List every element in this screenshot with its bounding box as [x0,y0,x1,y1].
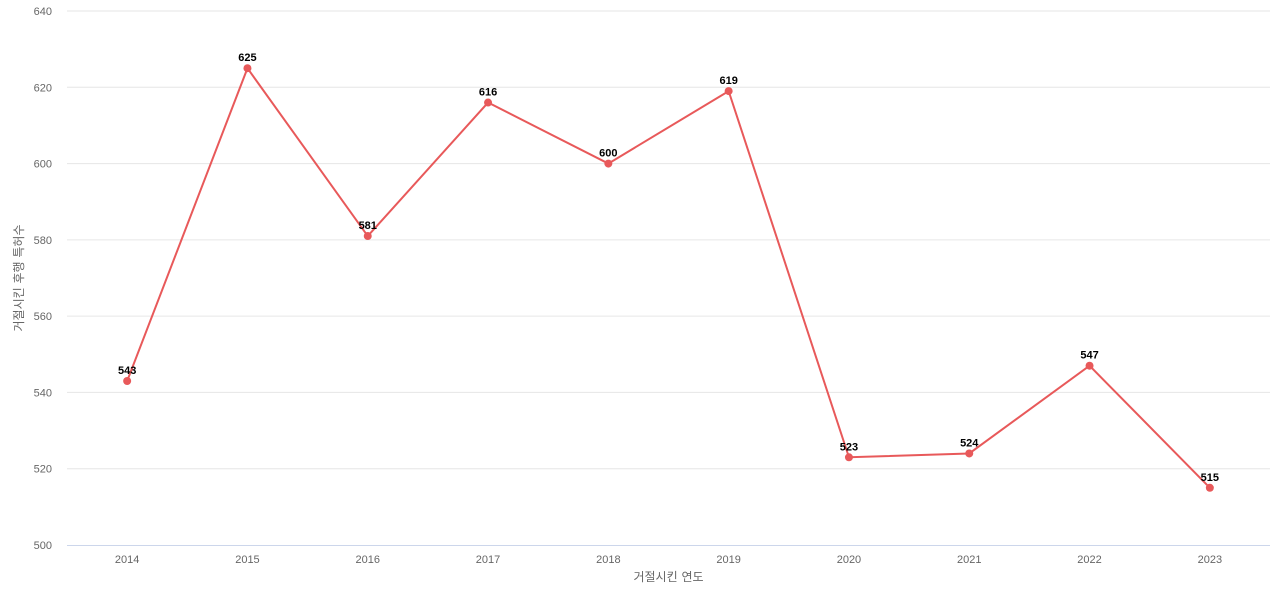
y-tick-label: 540 [34,387,52,399]
data-label: 524 [960,437,979,449]
x-tick-label: 2021 [957,554,981,566]
data-labels: 543 625 581 616 600 619 523 524 547 515 [118,52,1219,484]
data-point[interactable] [1205,483,1214,492]
data-label: 543 [118,365,136,377]
data-point[interactable] [1085,361,1094,370]
data-label: 619 [719,75,737,87]
y-axis-ticks: 500 520 540 560 580 600 620 640 [34,6,52,552]
y-tick-label: 620 [34,82,52,94]
data-point[interactable] [724,87,733,96]
x-tick-label: 2018 [596,554,620,566]
x-tick-label: 2014 [115,554,139,566]
y-tick-label: 580 [34,235,52,247]
data-point[interactable] [363,232,372,241]
data-label: 547 [1080,350,1098,362]
y-tick-label: 500 [34,540,52,552]
data-point[interactable] [604,159,613,168]
y-tick-label: 600 [34,159,52,171]
x-axis-title: 거절시킨 연도 [633,570,703,584]
data-label: 581 [359,220,377,232]
data-points [123,64,1214,492]
y-tick-label: 560 [34,311,52,323]
x-tick-label: 2019 [716,554,740,566]
x-tick-label: 2016 [356,554,380,566]
data-point[interactable] [243,64,252,73]
x-axis-ticks: 2014 2015 2016 2017 2018 2019 2020 2021 2022 2023 [115,554,1222,566]
data-point[interactable] [965,449,974,458]
data-label: 625 [238,52,256,64]
x-tick-label: 2023 [1198,554,1222,566]
y-tick-label: 640 [34,6,52,18]
x-tick-label: 2020 [837,554,861,566]
data-label: 515 [1201,472,1219,484]
x-tick-label: 2017 [476,554,500,566]
data-point[interactable] [844,453,853,462]
data-point[interactable] [123,376,132,385]
data-label: 600 [599,148,617,160]
grid-lines [67,10,1270,470]
data-label: 523 [840,441,858,453]
data-point[interactable] [484,98,493,107]
series-line [126,66,1211,489]
y-tick-label: 520 [34,464,52,476]
x-tick-label: 2022 [1077,554,1101,566]
x-tick-label: 2015 [235,554,259,566]
y-axis-title: 거절시킨 후행 특허수 [11,225,26,332]
data-label: 616 [479,87,497,99]
